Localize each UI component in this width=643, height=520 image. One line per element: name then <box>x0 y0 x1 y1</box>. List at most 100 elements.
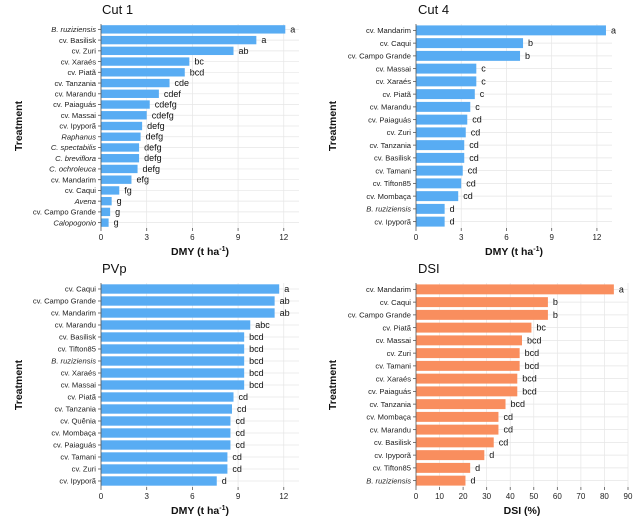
significance-letter: b <box>528 38 533 48</box>
category-label: cv. Tanzania <box>369 141 411 150</box>
significance-letter: cd <box>472 115 482 125</box>
x-axis-label: DMY (t ha-1) <box>171 505 229 517</box>
x-axis-label: DSI (%) <box>504 505 541 517</box>
category-label: cv. Tifton85 <box>373 179 411 188</box>
category-label: cv. Mandarim <box>51 175 96 184</box>
x-axis-label-end: ) <box>539 246 543 258</box>
significance-letter: bc <box>194 57 204 67</box>
bar <box>101 121 143 131</box>
bar <box>416 411 499 422</box>
y-axis-label: Treatment <box>327 359 339 410</box>
bar <box>101 154 140 163</box>
category-label: cv. Xaraés <box>376 77 412 86</box>
significance-letter: ab <box>280 296 290 306</box>
x-tick-label: 12 <box>279 492 288 501</box>
bar <box>101 296 275 306</box>
significance-letter: cdefg <box>155 100 177 110</box>
category-label: cv. Marandu <box>370 103 411 112</box>
category-label: cv. Xaraés <box>61 369 97 378</box>
significance-letter: d <box>450 217 455 227</box>
significance-letter: defg <box>146 132 164 142</box>
significance-letter: cde <box>175 78 190 88</box>
bar <box>101 25 286 34</box>
significance-letter: ab <box>239 46 249 56</box>
bar <box>101 111 147 120</box>
x-axis-label: DMY (t ha-1) <box>485 246 543 258</box>
category-label: cv. Mandarim <box>366 285 411 294</box>
x-tick-label: 9 <box>236 233 241 242</box>
y-axis-label: Treatment <box>13 359 25 410</box>
category-label: cv. Tanzania <box>54 79 96 88</box>
bar <box>416 297 548 308</box>
x-tick-label: 0 <box>99 233 104 242</box>
bar <box>416 348 520 359</box>
category-label: cv. Mombaça <box>51 429 96 438</box>
x-tick-label: 9 <box>549 233 554 242</box>
bar <box>416 450 485 461</box>
category-label: C. breviflora <box>55 154 96 163</box>
bar <box>101 57 190 66</box>
bar <box>101 164 138 174</box>
category-label: cv. Basilisk <box>59 333 96 342</box>
significance-letter: defg <box>143 164 161 174</box>
significance-letter: cd <box>471 127 481 137</box>
significance-letter: bcd <box>522 374 537 384</box>
significance-letter: g <box>114 218 119 228</box>
chart-panel-3: DSI 0 10 20 30 40 50 60 70 80 90 cv. Mandarim a cv. C… <box>327 261 633 517</box>
bar <box>101 89 159 98</box>
significance-letter: bcd <box>522 386 537 396</box>
significance-letter: cd <box>235 428 245 438</box>
bar <box>101 380 245 390</box>
significance-letter: cd <box>235 440 245 450</box>
significance-letter: d <box>475 463 480 473</box>
bar <box>416 140 465 151</box>
x-tick-label: 70 <box>576 492 585 501</box>
significance-letter: c <box>481 76 486 86</box>
category-label: cv. Basilisk <box>59 36 96 45</box>
category-label: cv. Zuri <box>387 128 412 137</box>
category-label: cv. Massai <box>61 381 97 390</box>
x-tick-label: 50 <box>529 492 538 501</box>
bar <box>416 25 606 36</box>
bar <box>101 320 251 330</box>
x-tick-label: 12 <box>279 233 288 242</box>
bar <box>101 404 232 414</box>
significance-letter: bcd <box>249 332 264 342</box>
x-axis-label: DMY (t ha-1) <box>171 246 229 258</box>
category-label: cv. Campo Grande <box>348 311 411 320</box>
significance-letter: b <box>525 51 530 61</box>
bar <box>416 284 614 295</box>
significance-letter: bcd <box>249 344 264 354</box>
category-label: cv. Campo Grande <box>33 208 96 217</box>
x-tick-label: 0 <box>414 492 419 501</box>
significance-letter: bcd <box>525 348 540 358</box>
category-label: cv. Mandarim <box>366 26 411 35</box>
bar <box>416 386 518 397</box>
x-tick-label: 20 <box>459 492 468 501</box>
significance-letter: fg <box>124 185 132 195</box>
x-tick-label: 3 <box>144 233 149 242</box>
significance-letter: d <box>489 450 494 460</box>
bar <box>416 63 477 74</box>
category-label: B. ruziziensis <box>366 205 411 214</box>
bar <box>101 368 245 378</box>
bar <box>101 392 234 402</box>
significance-letter: bcd <box>249 356 264 366</box>
category-label: cv. Massai <box>376 64 412 73</box>
bar <box>416 89 475 100</box>
bar <box>101 46 234 56</box>
significance-letter: cd <box>237 404 247 414</box>
category-label: B. ruziziensis <box>51 25 96 34</box>
x-tick-label: 6 <box>190 492 195 501</box>
bar <box>101 452 228 462</box>
x-axis-label-main: DMY (t ha <box>171 505 219 517</box>
significance-letter: d <box>450 204 455 214</box>
significance-letter: ab <box>280 308 290 318</box>
category-label: cv. Marandu <box>370 425 411 434</box>
category-label: Avena <box>74 197 96 206</box>
x-axis-label-main: DMY (t ha <box>485 246 533 258</box>
bar <box>416 101 471 112</box>
bar <box>101 344 245 354</box>
category-label: cv. Caqui <box>380 298 411 307</box>
